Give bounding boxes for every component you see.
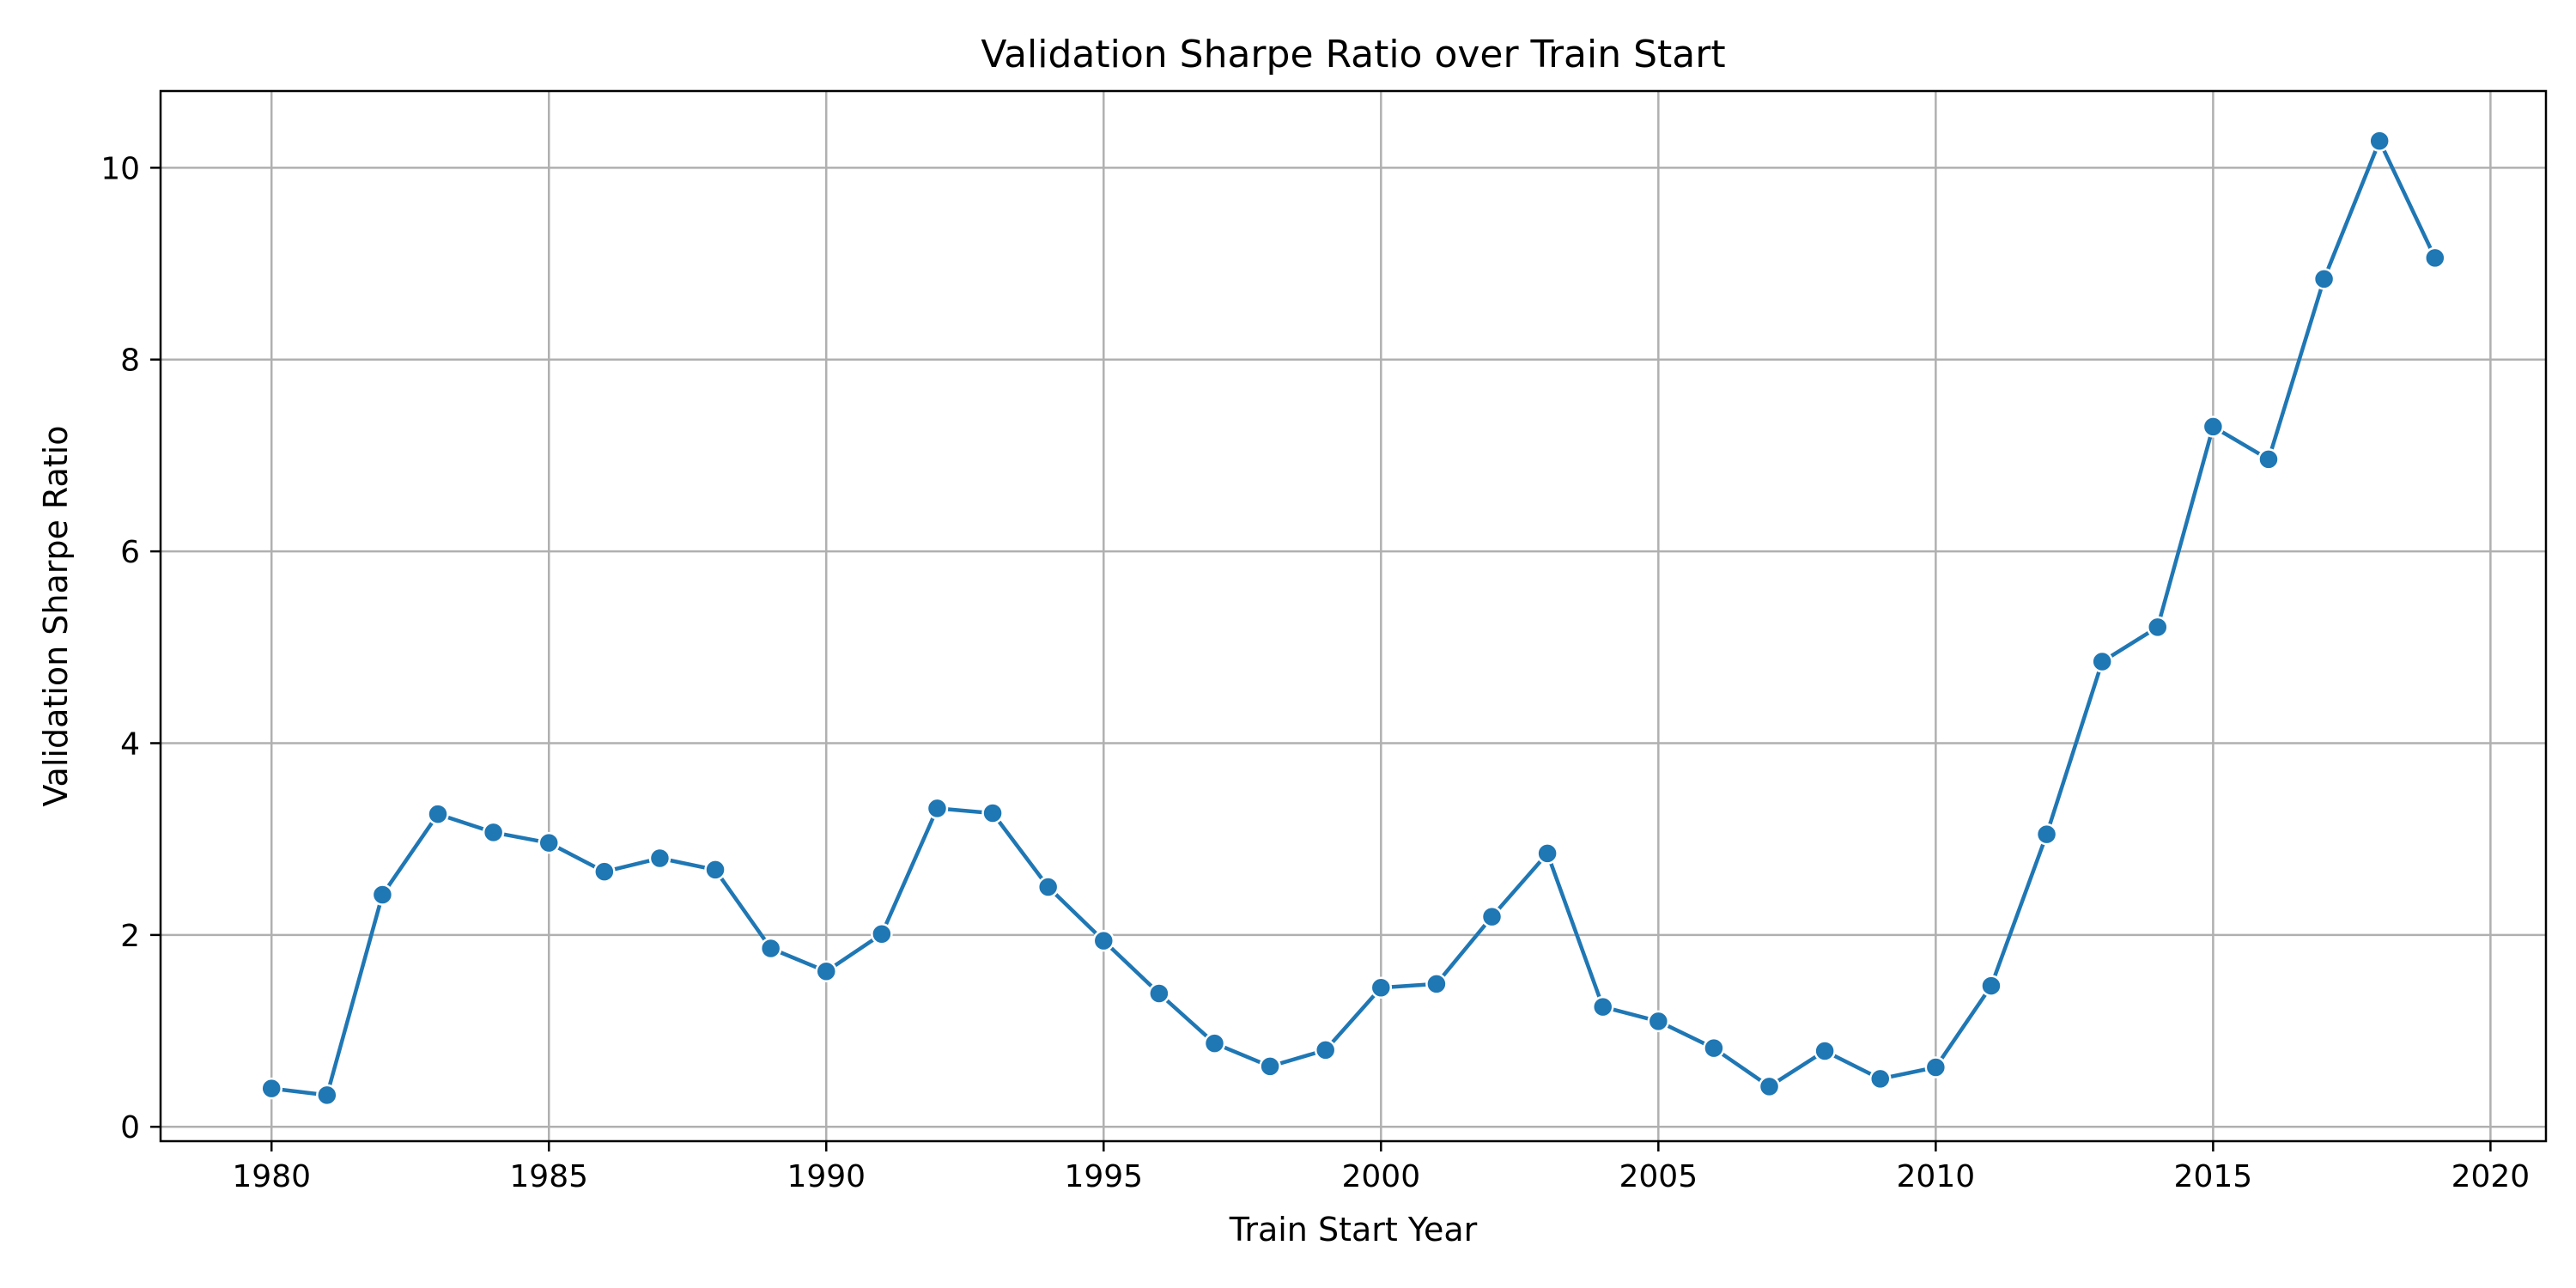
series-layer — [260, 130, 2446, 1107]
x-tick-label: 2000 — [1341, 1159, 1420, 1194]
x-tick-label: 1980 — [232, 1159, 311, 1194]
data-point — [981, 802, 1004, 824]
data-point — [1370, 976, 1393, 999]
x-tick-label: 2020 — [2451, 1159, 2530, 1194]
data-point — [1814, 1040, 1836, 1062]
data-point — [1036, 876, 1060, 898]
y-tick-label: 6 — [120, 535, 140, 570]
y-tick-label: 0 — [120, 1110, 140, 1145]
data-point — [1259, 1055, 1281, 1078]
plot-frame — [159, 89, 2548, 1143]
data-point — [371, 884, 394, 906]
y-tick-label: 4 — [120, 726, 140, 762]
data-point — [1203, 1032, 1226, 1054]
data-point — [2257, 448, 2280, 471]
data-point — [2147, 616, 2169, 639]
x-tick-label: 1995 — [1064, 1159, 1143, 1194]
data-point — [871, 923, 893, 945]
data-point — [648, 847, 671, 870]
data-point — [1591, 995, 1614, 1018]
data-point — [2035, 823, 2058, 846]
data-point — [2202, 416, 2225, 438]
chart-title: Validation Sharpe Ratio over Train Start — [981, 33, 1725, 76]
series-line — [270, 138, 2437, 1097]
data-point — [1868, 1067, 1892, 1091]
data-point — [926, 797, 949, 820]
x-axis-label: Train Start Year — [1229, 1211, 1478, 1249]
data-point — [815, 960, 838, 983]
y-tick-label: 2 — [120, 919, 140, 954]
data-point — [1092, 929, 1115, 952]
data-point — [1480, 905, 1504, 928]
data-point — [316, 1084, 338, 1107]
data-point — [1536, 842, 1558, 865]
data-point — [1758, 1075, 1781, 1098]
y-axis-label: Validation Sharpe Ratio — [37, 426, 75, 807]
data-point — [2424, 246, 2446, 270]
grid — [161, 91, 2546, 1141]
data-point — [1980, 975, 2002, 997]
data-point — [2091, 650, 2113, 673]
data-point — [704, 859, 726, 881]
data-point — [1647, 1010, 1670, 1033]
x-tick-label: 2005 — [1619, 1159, 1698, 1194]
axis-ticks: 1980 1985 1990 1995 2000 2005 2010 2015 2020 0 2 4 6… — [100, 151, 2530, 1194]
data-point — [1148, 982, 1170, 1005]
data-point — [1314, 1039, 1337, 1061]
data-point — [2368, 130, 2391, 152]
x-tick-label: 1990 — [787, 1159, 866, 1194]
data-point — [260, 1077, 283, 1100]
data-point — [482, 821, 505, 844]
x-tick-label: 2010 — [1897, 1159, 1976, 1194]
y-tick-label: 10 — [100, 151, 140, 186]
x-tick-label: 2015 — [2174, 1159, 2253, 1194]
y-tick-label: 8 — [120, 343, 140, 379]
data-point — [593, 860, 616, 883]
data-point — [427, 803, 449, 825]
data-point — [1703, 1036, 1725, 1060]
data-point — [1425, 973, 1448, 995]
data-point — [538, 831, 560, 854]
data-point — [2312, 268, 2336, 290]
data-point — [759, 937, 782, 960]
x-tick-label: 1985 — [509, 1159, 588, 1194]
data-point — [1924, 1056, 1947, 1078]
